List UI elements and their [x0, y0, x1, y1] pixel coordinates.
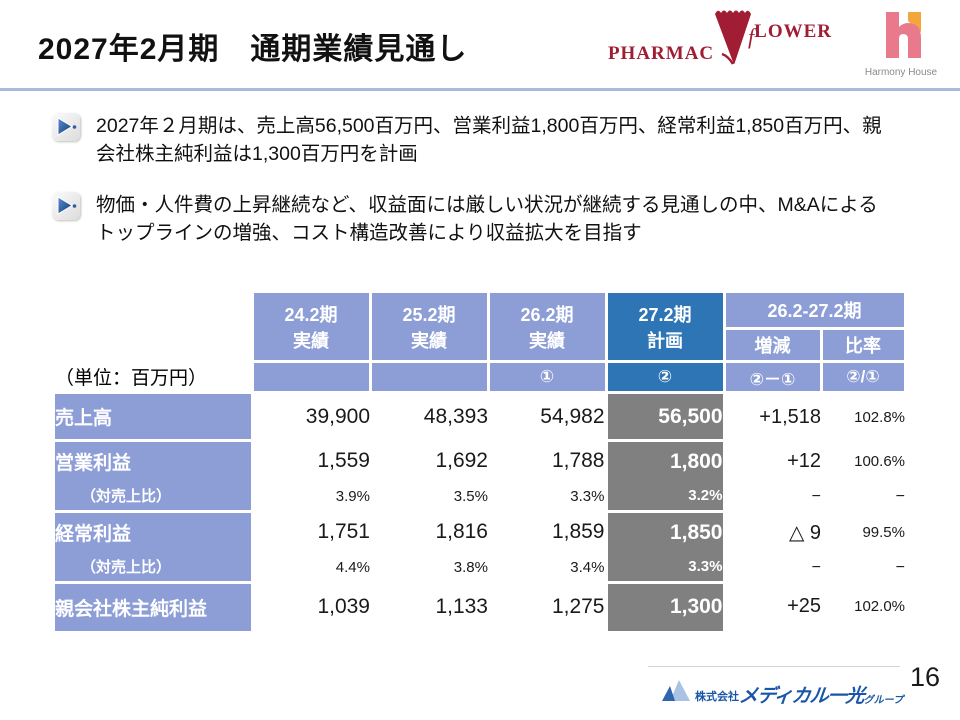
- plan-value: 1,300: [604, 581, 726, 631]
- ratio-value: 102.8%: [821, 392, 905, 441]
- col-period: 25.2期: [402, 304, 456, 325]
- diff-value: +1,518: [724, 392, 821, 441]
- svg-text:f: f: [748, 24, 757, 49]
- col-period: 27.2期: [638, 304, 692, 325]
- unit-label: （単位：百万円）: [55, 361, 252, 393]
- page-number: 16: [909, 662, 940, 692]
- col-header-ratio: 比率: [819, 327, 907, 363]
- financial-table: 24.2期 実績 25.2期 実績 26.2期 実績 27.2期 計画 26.2…: [55, 290, 907, 631]
- pharmacy-flower-logo-text-left: PHARMAC: [607, 43, 715, 64]
- col-header-diff: 増減: [722, 327, 823, 363]
- col-kind: 実績: [293, 330, 329, 351]
- actual-value: 1,751: [252, 511, 370, 553]
- actual-value: 1,039: [252, 582, 370, 631]
- ratio-value: −: [821, 481, 905, 512]
- col-header-comparison: 26.2-27.2期: [722, 290, 907, 330]
- plan-value: 56,500: [604, 391, 726, 441]
- sub-header-empty: [250, 360, 372, 394]
- harmony-house-logo: Harmony House: [858, 12, 944, 78]
- company-logo: 株式会社 メディカル一光 グループ: [660, 678, 903, 707]
- harmony-house-h-icon: [878, 12, 924, 64]
- col-kind: 実績: [529, 330, 565, 351]
- col-kind: 実績: [411, 330, 447, 351]
- actual-value: 1,692: [370, 440, 488, 482]
- ratio-value: 100.6%: [821, 440, 905, 482]
- sub-header-empty: [368, 360, 490, 394]
- play-arrow-bullet-icon: [52, 191, 80, 220]
- ratio-value: 102.0%: [821, 582, 905, 631]
- row-label: 売上高: [55, 391, 254, 441]
- col-header-26-2: 26.2期 実績: [486, 290, 608, 363]
- row-operating-margin: （対売上比） 3.9% 3.5% 3.3% 3.2% − −: [55, 481, 905, 512]
- row-label: （対売上比）: [55, 552, 254, 583]
- diff-value: △ 9: [724, 511, 821, 553]
- actual-value: 39,900: [252, 392, 370, 441]
- bullet-item: 2027年２月期は、売上高56,500百万円、営業利益1,800百万円、経常利益…: [52, 112, 892, 169]
- diff-value: +25: [724, 582, 821, 631]
- play-arrow-bullet-icon: [52, 113, 80, 141]
- harmony-house-logo-text: Harmony House: [864, 67, 938, 78]
- table-corner: [55, 291, 252, 362]
- col-period: 26.2期: [520, 304, 574, 325]
- bullet-item: 物価・人件費の上昇継続など、収益面には厳しい状況が継続する見通しの中、M&Aによ…: [52, 191, 892, 248]
- actual-value: 3.8%: [370, 552, 488, 583]
- footer-divider: [648, 666, 900, 667]
- row-net-income: 親会社株主純利益 1,039 1,133 1,275 1,300 +25 102…: [55, 581, 905, 631]
- company-logo-triangles-icon: [660, 678, 690, 707]
- company-name: メディカル一光: [737, 686, 865, 707]
- bullet-text: 物価・人件費の上昇継続など、収益面には厳しい状況が継続する見通しの中、M&Aによ…: [96, 193, 878, 244]
- actual-value: 1,859: [488, 511, 606, 553]
- title-underline: [0, 88, 960, 91]
- actual-value: 3.4%: [488, 552, 606, 583]
- row-label: （対売上比）: [55, 481, 254, 512]
- actual-value: 1,816: [370, 511, 488, 553]
- col-period: 24.2期: [284, 304, 338, 325]
- col-header-24-2: 24.2期 実績: [250, 290, 372, 363]
- financial-table-area: 24.2期 実績 25.2期 実績 26.2期 実績 27.2期 計画 26.2…: [55, 290, 907, 631]
- actual-value: 4.4%: [252, 552, 370, 583]
- plan-value: 3.2%: [604, 481, 726, 512]
- col-kind: 計画: [647, 330, 683, 351]
- company-prefix: 株式会社: [695, 691, 739, 703]
- col-header-25-2: 25.2期 実績: [368, 290, 490, 363]
- bullet-list: 2027年２月期は、売上高56,500百万円、営業利益1,800百万円、経常利益…: [52, 112, 892, 269]
- plan-value: 1,850: [604, 510, 726, 553]
- row-operating-income: 営業利益 1,559 1,692 1,788 1,800 +12 100.6%: [55, 439, 905, 482]
- ratio-value: −: [821, 552, 905, 583]
- bullet-text: 2027年２月期は、売上高56,500百万円、営業利益1,800百万円、経常利益…: [96, 115, 882, 166]
- row-ordinary-income: 経常利益 1,751 1,816 1,859 1,850 △ 9 99.5%: [55, 510, 905, 553]
- ratio-value: 99.5%: [821, 511, 905, 553]
- diff-value: −: [724, 552, 821, 583]
- actual-value: 48,393: [370, 392, 488, 441]
- actual-value: 1,275: [488, 582, 606, 631]
- actual-value: 3.3%: [488, 481, 606, 512]
- row-label: 経常利益: [55, 510, 254, 553]
- sub-header-ratio-formula: ②/①: [819, 360, 907, 394]
- pharmacy-flower-logo: PHARMAC f LOWER: [608, 6, 832, 75]
- plan-value: 1,800: [604, 439, 726, 482]
- actual-value: 1,559: [252, 440, 370, 482]
- actual-value: 1,788: [488, 440, 606, 482]
- actual-value: 1,133: [370, 582, 488, 631]
- page-title: 2027年2月期 通期業績見通し: [38, 33, 468, 66]
- company-suffix: グループ: [863, 695, 904, 706]
- actual-value: 3.5%: [370, 481, 488, 512]
- actual-value: 3.9%: [252, 481, 370, 512]
- row-label: 親会社株主純利益: [55, 581, 254, 631]
- sub-header-circle-1: ①: [486, 360, 608, 394]
- row-ordinary-margin: （対売上比） 4.4% 3.8% 3.4% 3.3% − −: [55, 552, 905, 583]
- diff-value: −: [724, 481, 821, 512]
- plan-value: 3.3%: [604, 552, 726, 583]
- sub-header-diff-formula: ②－①: [722, 360, 823, 394]
- diff-value: +12: [724, 440, 821, 482]
- tulip-fan-icon: f: [708, 6, 760, 75]
- pharmacy-flower-logo-text-right: LOWER: [754, 21, 832, 42]
- col-header-27-2-plan: 27.2期 計画: [604, 290, 726, 363]
- actual-value: 54,982: [488, 392, 606, 441]
- row-label: 営業利益: [55, 439, 254, 482]
- row-revenue: 売上高 39,900 48,393 54,982 56,500 +1,518 1…: [55, 391, 905, 441]
- sub-header-circle-2: ②: [604, 360, 726, 394]
